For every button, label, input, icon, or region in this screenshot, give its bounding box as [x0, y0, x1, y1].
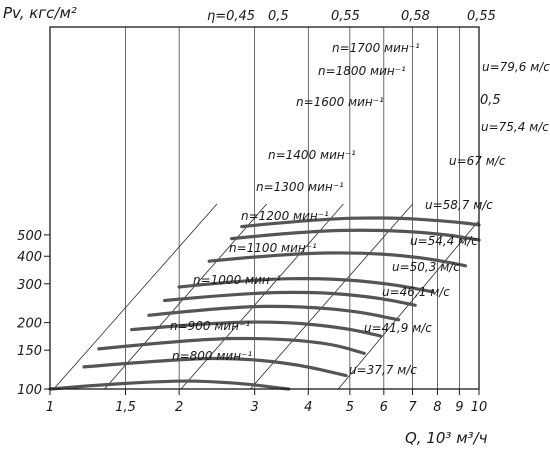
annotations: n=800 мин⁻¹ u=37,7 м/с n=900 мин⁻¹ u=41,9 м… [170, 9, 550, 377]
y-tick-label-150: 150 [17, 344, 42, 359]
y-axis-label: Pv, кгс/м² [3, 4, 77, 22]
series-label-8: n=1800 мин⁻¹ [318, 64, 406, 78]
y-tick-label-300: 300 [17, 278, 42, 293]
speed-label-2: u=46,1 м/с [382, 285, 450, 299]
series-label-1: n=900 мин⁻¹ [170, 319, 250, 333]
axis-ticks: 1 1,5 2 3 4 5 6 7 8 9 10 100 150 200 300 400 500 [17, 229, 487, 415]
curve-series-0 [48, 379, 291, 391]
efficiency-line-1 [104, 203, 268, 389]
series-label-7: n=1600 мин⁻¹ [296, 95, 384, 109]
x-tick-label-1: 1 [46, 400, 54, 415]
speed-label-5: u=58,7 м/с [425, 198, 493, 212]
vertical-grid [125, 27, 460, 389]
x-tick-label-9: 9 [455, 400, 463, 415]
x-tick-label-2: 2 [175, 400, 183, 415]
curve-series-6 [177, 277, 435, 294]
curve-series-3 [130, 320, 383, 338]
efficiency-line-0 [53, 203, 218, 389]
series-label-5: n=1300 мин⁻¹ [256, 180, 344, 194]
speed-label-1: u=41,9 м/с [364, 321, 432, 335]
speed-curves [48, 216, 481, 391]
speed-label-8: u=79,6 м/с [482, 60, 550, 74]
series-label-4: n=1200 мин⁻¹ [241, 209, 329, 223]
efficiency-label-0: η=0,45 [207, 9, 255, 24]
x-tick-label-3: 3 [251, 400, 259, 415]
series-label-3: n=1100 мин⁻¹ [229, 241, 317, 255]
curve-series-1 [82, 356, 348, 378]
curve-series-9 [240, 216, 481, 229]
series-label-9: n=1700 мин⁻¹ [332, 41, 420, 55]
speed-label-6: u=67 м/с [449, 154, 506, 168]
y-tick-label-200: 200 [17, 317, 42, 332]
y-tick-label-400: 400 [17, 250, 42, 265]
plot-frame [49, 26, 480, 390]
efficiency-label-3: 0,58 [401, 9, 430, 24]
curve-series-8 [230, 228, 481, 242]
x-tick-label-1,5: 1,5 [115, 400, 136, 415]
x-tick-label-4: 4 [304, 400, 312, 415]
y-tick-label-100: 100 [17, 383, 42, 398]
speed-label-0: u=37,7 м/с [349, 363, 417, 377]
x-tick-label-8: 8 [433, 400, 441, 415]
efficiency-label-1: 0,5 [268, 9, 289, 24]
efficiency-label-4: 0,55 [467, 9, 496, 24]
efficiency-line-3 [249, 203, 413, 389]
x-axis-label: Q, 10³ м³/ч [405, 429, 488, 447]
curve-series-4 [147, 304, 401, 322]
series-label-0: n=800 мин⁻¹ [172, 349, 252, 363]
y-tick-label-500: 500 [17, 229, 42, 244]
efficiency-label-2: 0,55 [331, 9, 360, 24]
extra-label-0: 0,5 [480, 93, 501, 108]
x-tick-label-10: 10 [471, 400, 488, 415]
series-label-6: n=1400 мин⁻¹ [268, 148, 356, 162]
curve-series-7 [207, 251, 468, 268]
x-tick-label-5: 5 [346, 400, 354, 415]
series-label-2: n=1000 мин⁻¹ [193, 273, 281, 287]
speed-label-3: u=50,3 м/с [392, 260, 460, 274]
curve-series-5 [163, 290, 417, 307]
speed-label-4: u=54,4 м/с [410, 234, 478, 248]
x-tick-label-6: 6 [380, 400, 388, 415]
speed-label-7: u=75,4 м/с [481, 120, 549, 134]
x-tick-label-7: 7 [408, 400, 417, 415]
curve-series-2 [97, 336, 366, 355]
